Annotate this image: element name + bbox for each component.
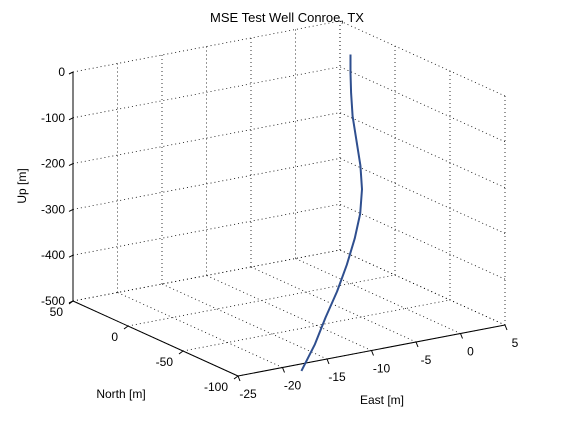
z-tick-label: 0 <box>58 65 65 79</box>
z-tick-label: -400 <box>41 248 65 262</box>
x-axis-label: East [m] <box>360 393 404 407</box>
floor-gridline <box>295 258 461 334</box>
x-tick-label: -20 <box>284 379 302 393</box>
floor-gridline <box>206 275 372 351</box>
x-tick-label: -15 <box>328 370 346 384</box>
grid-layer <box>72 20 506 377</box>
z-tick-mark <box>68 71 74 75</box>
back-wall-gridline <box>72 158 341 210</box>
x-tick-mark <box>415 341 419 348</box>
y-axis-label: North [m] <box>96 387 145 401</box>
y-tick-mark <box>233 375 239 380</box>
floor-gridline <box>117 292 283 368</box>
x-tick-mark <box>326 358 330 365</box>
z-tick-mark <box>68 208 74 212</box>
series-layer <box>300 54 363 372</box>
z-tick-label: -100 <box>41 111 65 125</box>
x-tick-mark <box>371 350 374 356</box>
z-axis-label: Up [m] <box>15 168 29 203</box>
well-trajectory-line <box>300 54 363 372</box>
back-wall-gridline <box>72 112 341 164</box>
y-tick-mark <box>123 325 129 330</box>
z-tick-mark <box>68 254 74 258</box>
x-tick-mark <box>504 324 508 331</box>
x-tick-label: 5 <box>512 336 519 350</box>
side-wall-gridline <box>339 203 506 280</box>
z-tick-label: -300 <box>41 202 65 216</box>
back-wall-gridline <box>72 66 341 119</box>
x-tick-label: -10 <box>373 362 391 376</box>
z-tick-mark <box>68 300 74 304</box>
y-tick-label: -50 <box>156 355 174 369</box>
y-tick-label: 50 <box>50 305 64 319</box>
y-tick-mark <box>178 350 184 355</box>
side-wall-gridline <box>339 20 506 97</box>
z-tick-label: -200 <box>41 157 65 171</box>
floor-gridline <box>161 283 328 360</box>
z-tick-mark <box>68 163 74 167</box>
x-tick-label: -25 <box>239 387 257 401</box>
x-tick-mark <box>282 367 285 373</box>
chart-title: MSE Test Well Conroe, TX <box>210 10 364 25</box>
side-wall-gridline <box>339 158 506 234</box>
x-tick-mark <box>460 333 463 339</box>
floor-gridline <box>339 249 506 326</box>
y-tick-label: 0 <box>111 330 118 344</box>
y-tick-label: -100 <box>204 380 228 394</box>
axes-layer <box>68 71 508 382</box>
side-wall-gridline <box>339 112 506 188</box>
x-tick-mark <box>237 375 241 382</box>
tick-labels: -25-20-15-10-505-100-50050-500-400-300-2… <box>41 65 519 401</box>
x-tick-label: 0 <box>467 345 474 359</box>
z-tick-label: -500 <box>41 294 65 308</box>
side-wall-gridline <box>339 249 506 326</box>
side-wall-gridline <box>339 66 506 143</box>
x-tick-label: -5 <box>421 353 432 367</box>
back-wall-gridline <box>72 203 341 256</box>
y-axis-line <box>72 300 239 377</box>
floor-gridline <box>250 266 417 343</box>
z-tick-mark <box>68 117 74 121</box>
